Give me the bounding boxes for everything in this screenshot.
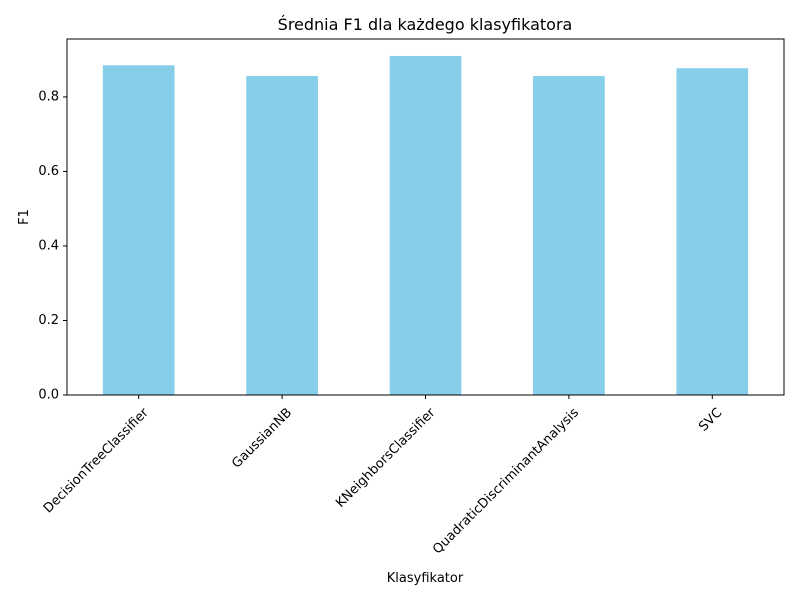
- y-tick-label: 0.8: [38, 89, 59, 104]
- y-tick-label: 0.0: [38, 388, 59, 403]
- bar-QuadraticDiscriminantAnalysis: [533, 76, 605, 396]
- x-tick-label: KNeighborsClassifier: [333, 405, 439, 511]
- bars-group: [102, 55, 749, 396]
- x-tick-label: QuadraticDiscriminantAnalysis: [430, 405, 582, 557]
- bar-KNeighborsClassifier: [389, 55, 462, 395]
- y-tick-label: 0.4: [38, 238, 59, 253]
- y-axis-label: F1: [17, 209, 32, 225]
- bar-DecisionTreeClassifier: [102, 65, 175, 395]
- bar-SVC: [676, 68, 749, 396]
- y-axis-ticks: 0.0 0.2 0.4 0.6 0.8: [38, 89, 67, 403]
- x-tick-label: SVC: [696, 405, 725, 434]
- bar-GaussianNB: [246, 76, 318, 396]
- x-axis-ticks: DecisionTreeClassifier GaussianNB KNeighbo…: [41, 395, 725, 557]
- x-axis-label: Klasyfikator: [387, 571, 464, 586]
- x-tick-label: DecisionTreeClassifier: [41, 405, 152, 516]
- chart-title: Średnia F1 dla każdego klasyfikatora: [278, 15, 573, 34]
- y-tick-label: 0.6: [38, 164, 59, 179]
- x-tick-label: GaussianNB: [229, 405, 295, 471]
- y-tick-label: 0.2: [38, 313, 59, 328]
